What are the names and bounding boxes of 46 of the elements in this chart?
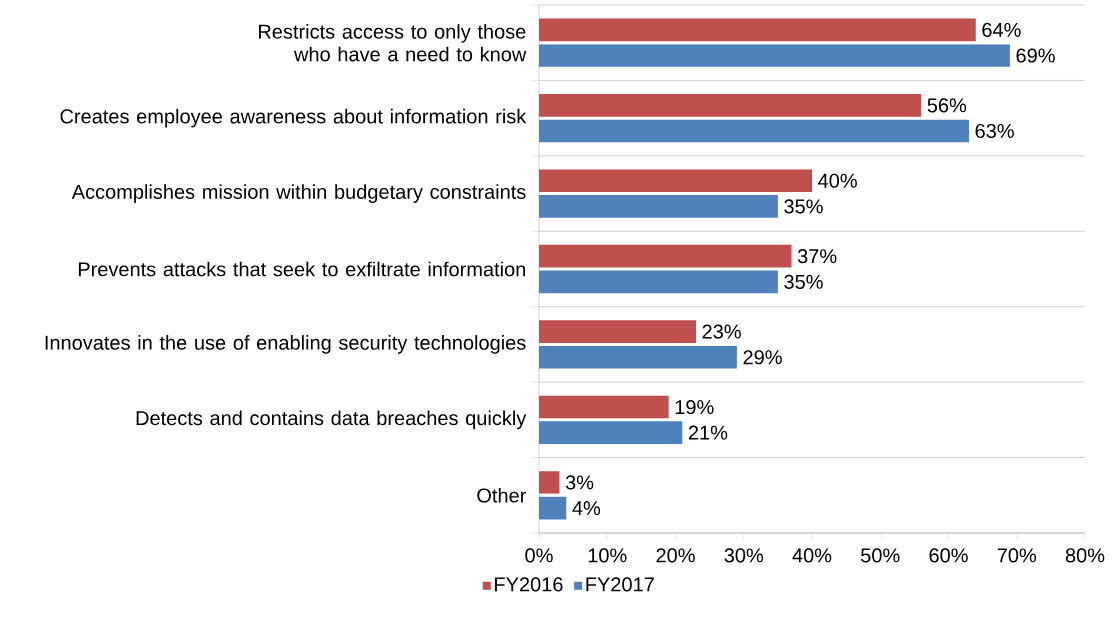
y-tick-label: Accomplishes mission within budgetary constraints [71,184,526,203]
bar [539,320,696,343]
x-tick-label: 70% [997,548,1037,563]
data-label: 69% [1016,48,1055,63]
y-tick-label: Other [477,487,527,503]
data-label: 64% [982,22,1021,37]
bar [539,270,778,294]
data-label: 35% [784,199,823,214]
y-tick-label: Innovates in the use of enabling security technologies [45,335,526,354]
data-label: 23% [702,324,741,339]
bar [539,94,922,117]
bar [539,119,969,143]
bar [539,169,812,193]
data-label: 63% [975,123,1014,139]
data-label: 35% [784,274,823,289]
data-label: 40% [818,173,857,188]
data-label: 37% [797,249,837,264]
x-tick-label: 60% [929,548,968,563]
bar [539,18,976,42]
data-label: 3% [565,475,594,490]
bar [539,195,778,218]
data-label: 4% [572,501,601,516]
x-tick-label: 80% [1065,548,1105,563]
x-tick-label: 50% [861,548,900,563]
bar [539,244,792,268]
x-tick-label: 20% [656,548,695,563]
x-tick-label: 10% [588,548,627,563]
bar [539,496,567,520]
bar [539,395,669,419]
y-tick-label: Prevents attacks that seek to exfiltrate information [78,261,526,277]
y-tick-label: Detects and contains data breaches quickly [136,410,527,430]
data-label: 29% [743,350,782,365]
x-tick-label: 40% [792,548,832,563]
bar [539,421,683,444]
data-label: 56% [927,98,967,113]
bar [539,345,737,369]
legend-label: FY2017 [586,577,654,592]
data-label: 21% [688,425,728,440]
x-tick-label: 30% [724,548,764,563]
y-tick-label: Restricts access to only those who have a need to know [259,24,527,62]
x-tick-label: 0% [525,548,553,563]
bar [539,44,1010,67]
legend-label: FY2016 [495,577,563,592]
y-tick-label: Creates employee awareness about information risk [60,108,527,128]
data-label: 19% [675,399,714,415]
bar [539,471,560,494]
